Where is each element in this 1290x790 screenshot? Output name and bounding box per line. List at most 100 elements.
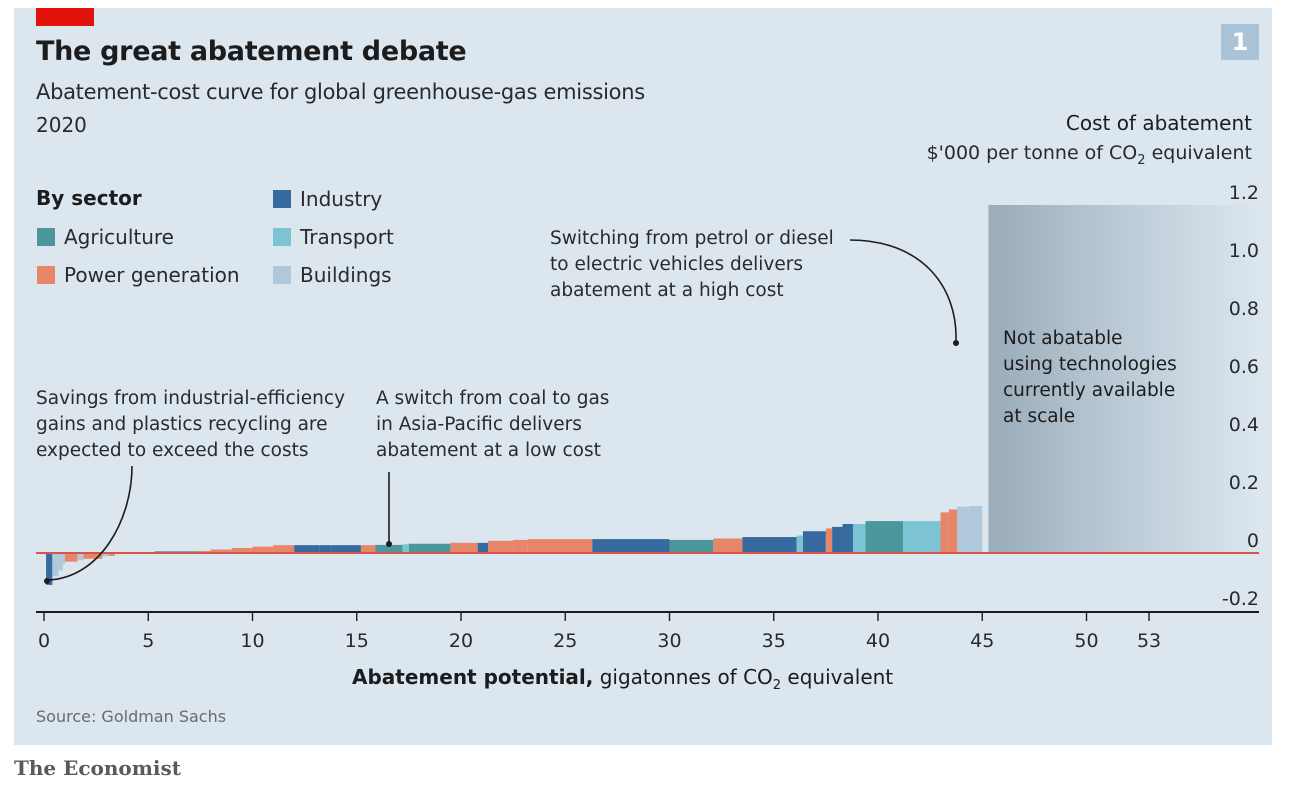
bar-buildings [969, 506, 983, 553]
legend-swatch-agriculture [37, 228, 55, 246]
bar-power [940, 512, 949, 553]
bar-industry [319, 545, 332, 553]
annotation-coal-to-gas: A switch from coal to gas in Asia-Pacifi… [376, 388, 610, 461]
bar-power [488, 540, 514, 553]
bar-power [825, 528, 833, 553]
bar-industry [331, 545, 361, 553]
x-tick-label: 53 [1137, 630, 1161, 652]
ev-leader-dot [953, 340, 959, 346]
bar-industry [802, 531, 826, 553]
annotation-savings: Savings from industrial-efficiency gains… [36, 388, 346, 461]
y-tick-label: 0 [1247, 530, 1259, 552]
bar-buildings [52, 553, 59, 577]
bar-agriculture [375, 544, 403, 553]
y-axis-label-title: Cost of abatement [1065, 111, 1252, 135]
bar-transport [796, 535, 803, 553]
legend-label: Power generation [64, 263, 240, 287]
y-tick-label: 1.2 [1229, 182, 1259, 204]
axes: -0.2 0 0.2 0.4 0.6 0.8 1.0 1.2 0 5 10 15 20 25 30 35 40 4… [36, 182, 1259, 652]
bar-power [513, 539, 528, 553]
y-tick-label: 0.6 [1229, 356, 1259, 378]
x-tick-label: 10 [240, 630, 264, 652]
x-axis-label-sub: 2 [772, 678, 782, 693]
bar-transport [903, 521, 941, 553]
y-axis-units-text: $'000 per tonne of CO [926, 142, 1138, 164]
bar-industry [294, 545, 320, 553]
y-tick-label: 0.8 [1229, 298, 1259, 320]
savings-leader-dot [44, 578, 50, 584]
bar-industry [842, 524, 853, 553]
chart-title: The great abatement debate [36, 36, 467, 67]
x-axis-label-bold: Abatement potential, [352, 665, 594, 689]
bar-power [732, 538, 743, 553]
x-axis-label: Abatement potential, gigatonnes of CO2 e… [352, 665, 893, 693]
x-tick-label: 5 [142, 630, 154, 652]
legend-swatch-industry [273, 190, 291, 208]
bar-power [713, 538, 733, 553]
bar-buildings [102, 553, 109, 557]
legend-item-agriculture: Agriculture [37, 225, 174, 249]
bar-buildings [957, 506, 970, 553]
bars [46, 506, 983, 585]
bar-power [948, 509, 958, 553]
chart-subtitle: Abatement-cost curve for global greenhou… [36, 80, 645, 104]
bar-industry [742, 537, 797, 553]
legend-swatch-transport [273, 228, 291, 246]
bar-power [450, 542, 478, 553]
legend-item-transport: Transport [273, 225, 394, 249]
bar-industry [832, 526, 843, 553]
legend-item-industry: Industry [273, 187, 382, 211]
annotation-leaders [44, 239, 959, 584]
legend-heading: By sector [36, 186, 142, 210]
x-tick-label: 45 [970, 630, 994, 652]
coal-gas-leader-dot [386, 541, 392, 547]
legend-label: Transport [300, 225, 394, 249]
x-axis-label-suffix: equivalent [781, 665, 894, 689]
source-note: Source: Goldman Sachs [36, 707, 227, 726]
x-tick-label: 15 [345, 630, 369, 652]
y-tick-label: 1.0 [1229, 240, 1259, 262]
y-tick-label: -0.2 [1222, 588, 1259, 610]
bar-power [210, 549, 232, 553]
legend-item-buildings: Buildings [273, 263, 392, 287]
legend-swatch-buildings [273, 266, 291, 284]
bar-power [231, 548, 253, 553]
x-tick-label: 40 [866, 630, 890, 652]
legend-label: Agriculture [64, 225, 174, 249]
y-axis-units-sub: 2 [1137, 152, 1146, 168]
bar-agriculture [669, 539, 714, 553]
bar-agriculture [408, 543, 451, 553]
bar-power [252, 546, 274, 553]
bar-power [360, 545, 376, 553]
bar-buildings [77, 553, 84, 561]
publisher-brand: The Economist [14, 756, 182, 780]
y-axis-units-suffix: equivalent [1145, 142, 1252, 164]
y-tick-label: 0.4 [1229, 414, 1259, 436]
ev-leader-line [849, 239, 957, 343]
x-tick-label: 50 [1074, 630, 1098, 652]
bar-transport [852, 524, 866, 553]
bar-power [64, 553, 78, 562]
bar-power [273, 545, 295, 553]
chart-number-badge: 1 [1221, 24, 1259, 60]
annotation-electric-vehicles: Switching from petrol or diesel to elect… [550, 228, 834, 301]
y-axis-label-units: $'000 per tonne of CO2 equivalent [927, 142, 1252, 168]
legend-label: Buildings [300, 263, 392, 287]
bar-power [527, 539, 593, 553]
x-tick-label: 30 [657, 630, 681, 652]
legend-label: Industry [300, 187, 383, 211]
bar-industry [46, 553, 53, 585]
legend-swatch-power [37, 266, 55, 284]
brand-red-bar [36, 8, 94, 26]
bar-buildings [62, 553, 65, 565]
x-tick-label: 0 [38, 630, 50, 652]
x-tick-label: 35 [762, 630, 786, 652]
bar-power [83, 553, 103, 559]
legend-item-power: Power generation [37, 263, 240, 287]
bar-buildings [58, 553, 63, 571]
y-tick-label: 0.2 [1229, 472, 1259, 494]
annotation-not-abatable: Not abatable using technologies currentl… [1003, 328, 1177, 427]
savings-leader-line [47, 465, 133, 581]
bar-power [196, 550, 211, 553]
